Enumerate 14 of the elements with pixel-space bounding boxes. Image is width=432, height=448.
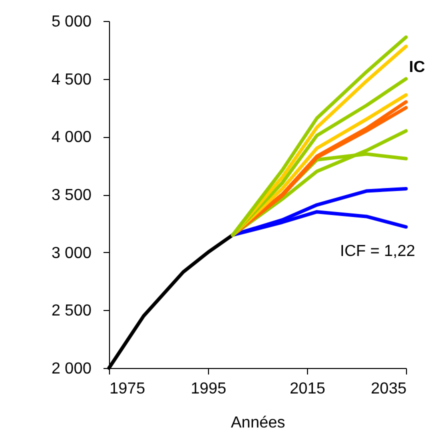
y-tick-label: 4 000 [51, 129, 92, 146]
x-axis-title: Années [230, 414, 286, 432]
y-tick-label: 5 000 [51, 14, 92, 30]
annotation: ICF = 1,22 [340, 243, 416, 260]
y-tick-label: 3 000 [51, 244, 92, 262]
y-tick-label: 4 500 [51, 71, 92, 88]
y-tick-label: 3 500 [51, 187, 92, 204]
text: IC [409, 59, 426, 76]
y-tick-label: 2 000 [51, 360, 92, 378]
x-tick-label: 2015 [290, 380, 326, 398]
x-tick-label: 1995 [190, 380, 226, 398]
x-tick-label: 2035 [370, 380, 407, 398]
x-tick-label: 1975 [110, 380, 146, 398]
y-tick-label: 2 500 [51, 302, 92, 320]
